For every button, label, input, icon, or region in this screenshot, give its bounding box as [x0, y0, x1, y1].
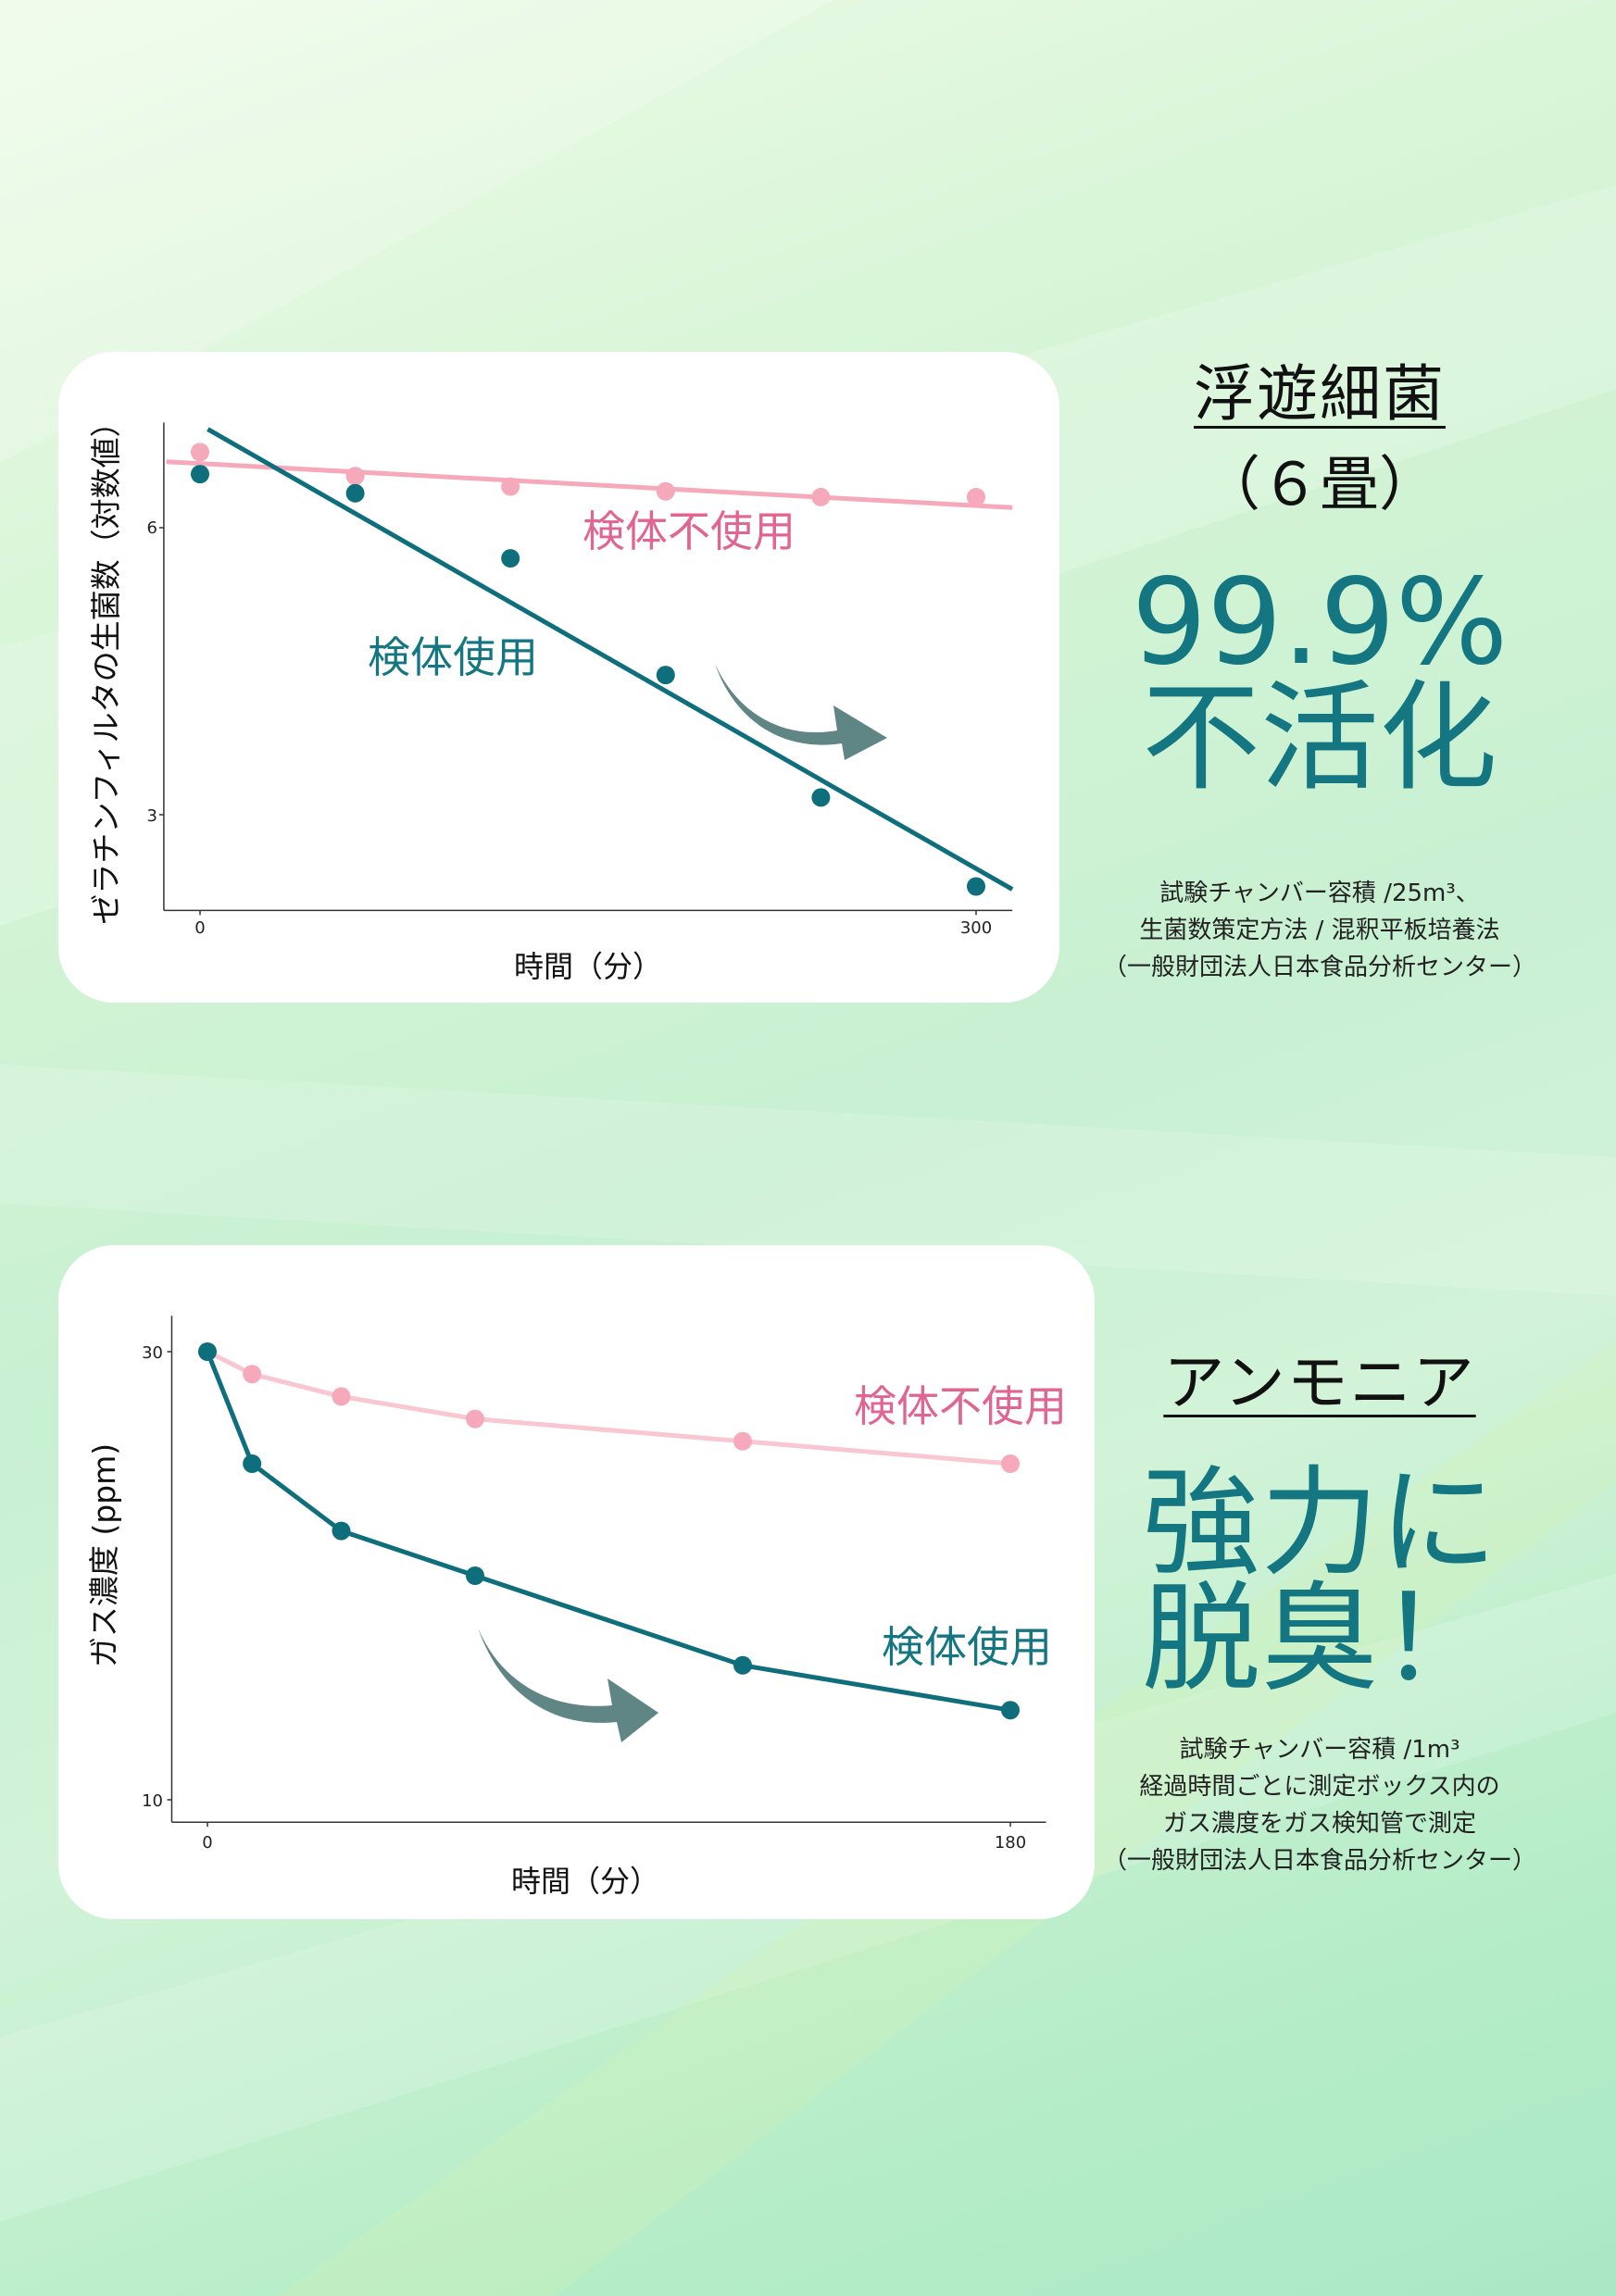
series-line-used	[205, 1351, 1011, 1713]
chart-card-bacteria	[58, 352, 1059, 1003]
section1-subheading: （６畳）	[1201, 451, 1438, 519]
section2-note: 試験チャンバー容積 /1m³	[1179, 1736, 1460, 1764]
data-point-unused	[466, 1409, 484, 1429]
data-point-used	[733, 1655, 752, 1675]
section2-notes: 試験チャンバー容積 /1m³ 経過時間ごとに測定ボックス内の ガス濃度をガス検知…	[1079, 1731, 1560, 1879]
trendline-used	[207, 427, 1014, 892]
section2-heading: アンモニア	[1163, 1347, 1476, 1418]
data-point-unused	[811, 487, 831, 506]
data-point-unused	[967, 487, 985, 506]
data-point-used	[198, 1342, 217, 1361]
trendline-unused	[166, 459, 1013, 510]
data-point-used	[345, 483, 365, 503]
section1-note: 生菌数策定方法 / 混釈平板培養法	[1139, 917, 1500, 944]
data-point-used	[967, 877, 985, 896]
data-point-used	[1001, 1701, 1020, 1720]
chart2-ylabel: ガス濃度 (ppm)	[86, 1443, 122, 1667]
data-point-unused	[332, 1387, 351, 1406]
chart2-ytick-30: 30	[142, 1343, 163, 1363]
data-point-used	[466, 1566, 484, 1585]
data-point-used	[656, 666, 675, 685]
data-point-used	[191, 465, 209, 484]
section2-note: ガス濃度をガス検知管で測定	[1162, 1810, 1476, 1838]
chart2-xlabel: 時間（分）	[511, 1864, 659, 1899]
data-point-unused	[1001, 1454, 1020, 1473]
section2-headline-1: 強力に	[1141, 1454, 1497, 1592]
chart2-arrow-icon	[478, 1628, 658, 1742]
data-point-unused	[501, 477, 520, 496]
chart1-xlabel: 時間（分）	[514, 949, 662, 984]
chart-card-ammonia	[58, 1245, 1095, 1919]
data-point-unused	[656, 481, 675, 501]
chart1-ytick-6: 6	[147, 518, 157, 538]
data-point-unused	[733, 1431, 752, 1451]
section2-note: （一般財団法人日本食品分析センター）	[1102, 1847, 1536, 1875]
section1-notes: 試験チャンバー容積 /25m³、 生菌数策定方法 / 混釈平板培養法 （一般財団…	[1079, 875, 1560, 986]
section1-headline-1: 99.9%	[1131, 554, 1509, 692]
section1-note: （一般財団法人日本食品分析センター）	[1102, 954, 1536, 981]
chart1-xtick-0: 0	[194, 918, 205, 938]
data-point-used	[501, 549, 520, 568]
section1-note: 試験チャンバー容積 /25m³、	[1159, 880, 1480, 907]
chart2-ytick-10: 10	[142, 1791, 163, 1811]
section1-heading: 浮遊細菌	[1194, 358, 1446, 430]
chart1-arrow-icon	[715, 664, 887, 760]
chart2-label-unused: 検体不使用	[854, 1381, 1067, 1431]
data-point-unused	[345, 467, 365, 486]
data-point-used	[811, 788, 831, 807]
chart1-ylabel: ゼラチンフィルタの生菌数（対数値）	[88, 406, 124, 924]
bacteria-chart: ゼラチンフィルタの生菌数（対数値） 時間（分） 0 300 6 3 検体不使用 …	[88, 406, 1014, 984]
chart1-ytick-3: 3	[147, 806, 157, 826]
chart2-xtick-0: 0	[202, 1833, 212, 1853]
data-point-unused	[243, 1365, 262, 1384]
chart2-label-used: 検体使用	[882, 1622, 1052, 1672]
section1-headline-2: 不活化	[1141, 669, 1497, 807]
data-point-used	[332, 1521, 351, 1541]
data-point-used	[243, 1454, 262, 1473]
ammonia-chart: ガス濃度 (ppm) 時間（分） 0 180 30 10 検体不使用 検体使用	[86, 1316, 1067, 1899]
chart1-label-used: 検体使用	[368, 632, 538, 682]
data-point-unused	[191, 443, 209, 462]
section2-note: 経過時間ごとに測定ボックス内の	[1139, 1773, 1500, 1801]
chart1-label-unused: 検体不使用	[583, 506, 795, 556]
chart1-xtick-300: 300	[960, 918, 992, 938]
section2-headline-2: 脱臭！	[1141, 1570, 1497, 1708]
chart2-xtick-180: 180	[995, 1833, 1026, 1853]
